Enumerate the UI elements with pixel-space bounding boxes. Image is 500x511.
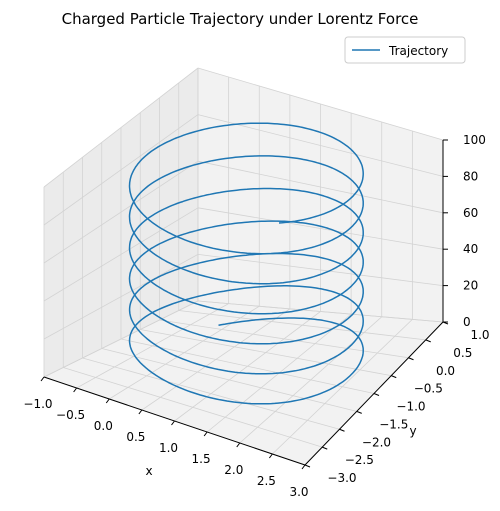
axes-panes [44, 68, 443, 465]
x-tick-label: 1.0 [159, 441, 178, 455]
y-axis-ticks: −3.0 −2.5 −2.0 −1.5 −1.0 −0.5 0.0 0.5 1.0 [304, 321, 490, 485]
z-axis-ticks: 0 20 40 60 80 100 [443, 133, 486, 329]
y-axis-label: y [409, 424, 416, 438]
z-grid-line [43, 254, 199, 340]
series-group [128, 122, 364, 405]
y-grid-line [140, 329, 392, 377]
z-tick-label: 20 [463, 279, 478, 293]
x-tick-label: 2.0 [224, 463, 243, 477]
x-tick-mark [105, 398, 110, 404]
z-grid-line [197, 300, 444, 323]
legend: Trajectory [344, 36, 466, 64]
x-tick-mark [138, 409, 143, 415]
z-grid-line [43, 160, 199, 264]
y-tick-mark [373, 393, 380, 396]
chart-title: Charged Particle Trajectory under Lorent… [62, 10, 419, 28]
z-tick-label: 60 [463, 206, 478, 220]
y-tick-mark [391, 375, 397, 379]
x-tick-label: 2.5 [257, 474, 276, 488]
y-grid-line [178, 310, 426, 341]
y-grid-line [63, 367, 323, 448]
legend-label-trajectory: Trajectory [388, 44, 448, 58]
y-tick-mark [356, 410, 362, 414]
y-tick-label: −2.0 [362, 435, 391, 449]
y-tick-mark [425, 339, 431, 343]
z-tick-label: 0 [463, 315, 471, 329]
y-grid-line [101, 348, 357, 412]
y-tick-label: −1.5 [379, 417, 408, 431]
y-grid-line [82, 357, 340, 430]
z-tick-label: 80 [463, 169, 478, 183]
y-tick-mark [339, 428, 345, 432]
x-tick-mark [73, 387, 78, 393]
y-tick-label: −1.0 [396, 400, 425, 414]
y-grid-line [120, 338, 375, 394]
x-tick-label: −1.0 [23, 397, 52, 411]
x-tick-mark [268, 453, 273, 459]
z-tick-label: 100 [463, 133, 486, 147]
y-tick-label: 1.0 [470, 328, 489, 342]
z-grid-line [43, 207, 199, 302]
series-line-trajectory [128, 122, 364, 405]
y-tick-mark [322, 446, 328, 450]
legend-box [344, 36, 466, 64]
y-tick-label: 0.5 [453, 346, 472, 360]
x-tick-mark [236, 442, 241, 448]
z-grid-line [197, 160, 444, 214]
z-grid-line [43, 114, 199, 226]
x-tick-mark [171, 420, 175, 426]
z-grid-line [43, 300, 199, 378]
y-tick-label: −3.0 [327, 471, 356, 485]
y-tick-mark [408, 357, 414, 361]
y-tick-label: −0.5 [414, 382, 443, 396]
y-grid-line [159, 319, 409, 359]
z-grid-line [43, 67, 199, 188]
z-tick-label: 40 [463, 242, 478, 256]
z-grid-line [197, 254, 444, 286]
x-tick-label: 0.0 [94, 419, 113, 433]
x-tick-label: 3.0 [289, 485, 308, 499]
floor-pane [44, 301, 443, 465]
x-tick-mark [203, 431, 208, 437]
x-tick-mark [40, 376, 45, 382]
x-tick-mark [301, 464, 306, 470]
z-grid-line [197, 207, 444, 250]
y-tick-label: 0.0 [436, 364, 455, 378]
x-tick-label: 1.5 [192, 452, 211, 466]
x-tick-label: 0.5 [126, 430, 145, 444]
x-axis-label: x [145, 464, 152, 478]
x-tick-label: −0.5 [56, 408, 85, 422]
y-tick-label: −2.5 [345, 453, 374, 467]
x-axis-ticks: −1.0 −0.5 0.0 0.5 1.0 1.5 2.0 2.5 3.0 [23, 376, 309, 499]
y-tick-mark [304, 464, 311, 468]
z-grid-line [197, 114, 444, 177]
z-grid-line [197, 67, 444, 141]
